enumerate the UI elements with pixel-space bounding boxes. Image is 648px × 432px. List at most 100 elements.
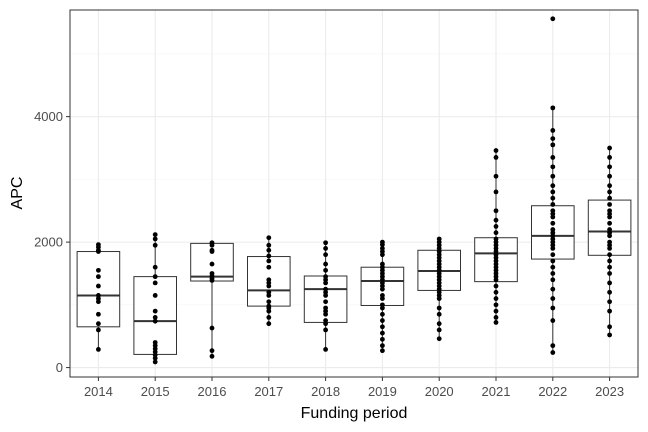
data-point xyxy=(607,220,612,226)
data-point xyxy=(266,308,272,314)
axis-layer: 0 2000 4000 2014 2015 2016 2017 2018 2019 2020 202… xyxy=(34,109,624,399)
x-tick-label: 2014 xyxy=(84,384,113,399)
data-point xyxy=(266,258,272,264)
data-point xyxy=(550,155,556,160)
x-tick-label: 2015 xyxy=(141,384,170,399)
data-point xyxy=(380,318,385,323)
data-point xyxy=(380,242,385,248)
data-point xyxy=(266,299,272,305)
data-point xyxy=(96,311,101,317)
data-point xyxy=(550,277,556,283)
data-point xyxy=(152,355,158,361)
data-point xyxy=(607,258,612,264)
data-point xyxy=(266,235,272,241)
data-point xyxy=(209,348,215,354)
data-point xyxy=(550,202,556,207)
data-point xyxy=(550,343,556,349)
data-point xyxy=(550,271,556,276)
data-point xyxy=(550,264,556,270)
data-point xyxy=(152,232,158,237)
panel-border xyxy=(69,9,639,378)
data-point xyxy=(607,324,612,330)
data-point xyxy=(96,274,101,280)
data-point xyxy=(152,315,158,320)
data-point xyxy=(152,242,158,248)
data-point xyxy=(607,308,612,314)
data-point xyxy=(607,189,612,195)
x-tick-label: 2019 xyxy=(368,384,397,399)
data-point xyxy=(436,296,442,301)
data-point xyxy=(550,16,556,22)
data-point xyxy=(550,286,556,292)
data-point xyxy=(266,315,272,320)
data-point xyxy=(607,280,612,286)
data-point xyxy=(493,283,499,289)
data-point xyxy=(550,128,556,133)
data-point xyxy=(152,236,158,242)
data-point xyxy=(607,164,612,170)
data-point xyxy=(152,318,158,324)
data-point xyxy=(96,299,101,305)
data-point xyxy=(436,305,442,311)
data-point xyxy=(152,308,158,314)
data-point xyxy=(550,173,556,179)
data-point xyxy=(152,280,158,286)
data-point xyxy=(436,336,442,342)
data-point xyxy=(493,208,499,214)
data-point xyxy=(436,321,442,327)
data-point xyxy=(323,293,328,298)
data-point xyxy=(550,183,556,189)
data-point xyxy=(493,308,499,314)
data-point xyxy=(493,230,499,236)
data-point xyxy=(266,242,272,248)
data-point xyxy=(152,264,158,270)
data-point xyxy=(550,214,556,220)
data-point xyxy=(323,311,328,317)
x-axis-title: Funding period xyxy=(301,405,408,422)
data-point xyxy=(380,330,385,336)
data-point xyxy=(550,142,556,148)
y-tick-label: 2000 xyxy=(34,235,63,250)
x-tick-label: 2023 xyxy=(595,384,624,399)
data-point xyxy=(96,327,101,333)
data-point xyxy=(209,242,215,248)
data-point xyxy=(380,252,385,258)
data-point xyxy=(607,252,612,258)
data-point xyxy=(96,267,101,273)
data-point xyxy=(96,283,101,289)
x-tick-label: 2018 xyxy=(311,384,340,399)
data-point xyxy=(266,283,272,289)
x-tick-label: 2016 xyxy=(198,384,227,399)
point-layer xyxy=(96,16,612,365)
data-point xyxy=(493,320,499,325)
data-point xyxy=(607,332,612,338)
data-point xyxy=(436,311,442,317)
data-point xyxy=(607,202,612,207)
data-point xyxy=(380,343,385,349)
data-point xyxy=(607,214,612,220)
data-point xyxy=(152,293,158,298)
data-point xyxy=(380,286,385,292)
data-point xyxy=(209,277,215,283)
data-point xyxy=(550,220,556,226)
data-point xyxy=(607,195,612,201)
data-point xyxy=(607,245,612,251)
data-point xyxy=(607,271,612,276)
x-tick-label: 2021 xyxy=(482,384,511,399)
data-point xyxy=(323,327,328,333)
data-point xyxy=(607,299,612,305)
data-point xyxy=(323,261,328,267)
data-point xyxy=(493,224,499,229)
data-point xyxy=(607,264,612,270)
data-point xyxy=(550,136,556,142)
data-point xyxy=(550,350,556,355)
data-point xyxy=(550,318,556,323)
data-point xyxy=(323,252,328,258)
data-point xyxy=(607,289,612,295)
data-point xyxy=(550,105,556,111)
data-point xyxy=(266,264,272,270)
data-point xyxy=(493,302,499,308)
data-point xyxy=(607,155,612,160)
data-point xyxy=(266,247,272,253)
